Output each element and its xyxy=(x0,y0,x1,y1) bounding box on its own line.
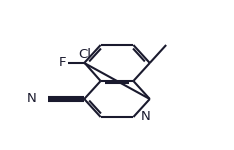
Text: N: N xyxy=(140,111,150,123)
Text: N: N xyxy=(26,93,36,105)
Text: F: F xyxy=(58,57,66,69)
Text: Cl: Cl xyxy=(78,48,91,62)
